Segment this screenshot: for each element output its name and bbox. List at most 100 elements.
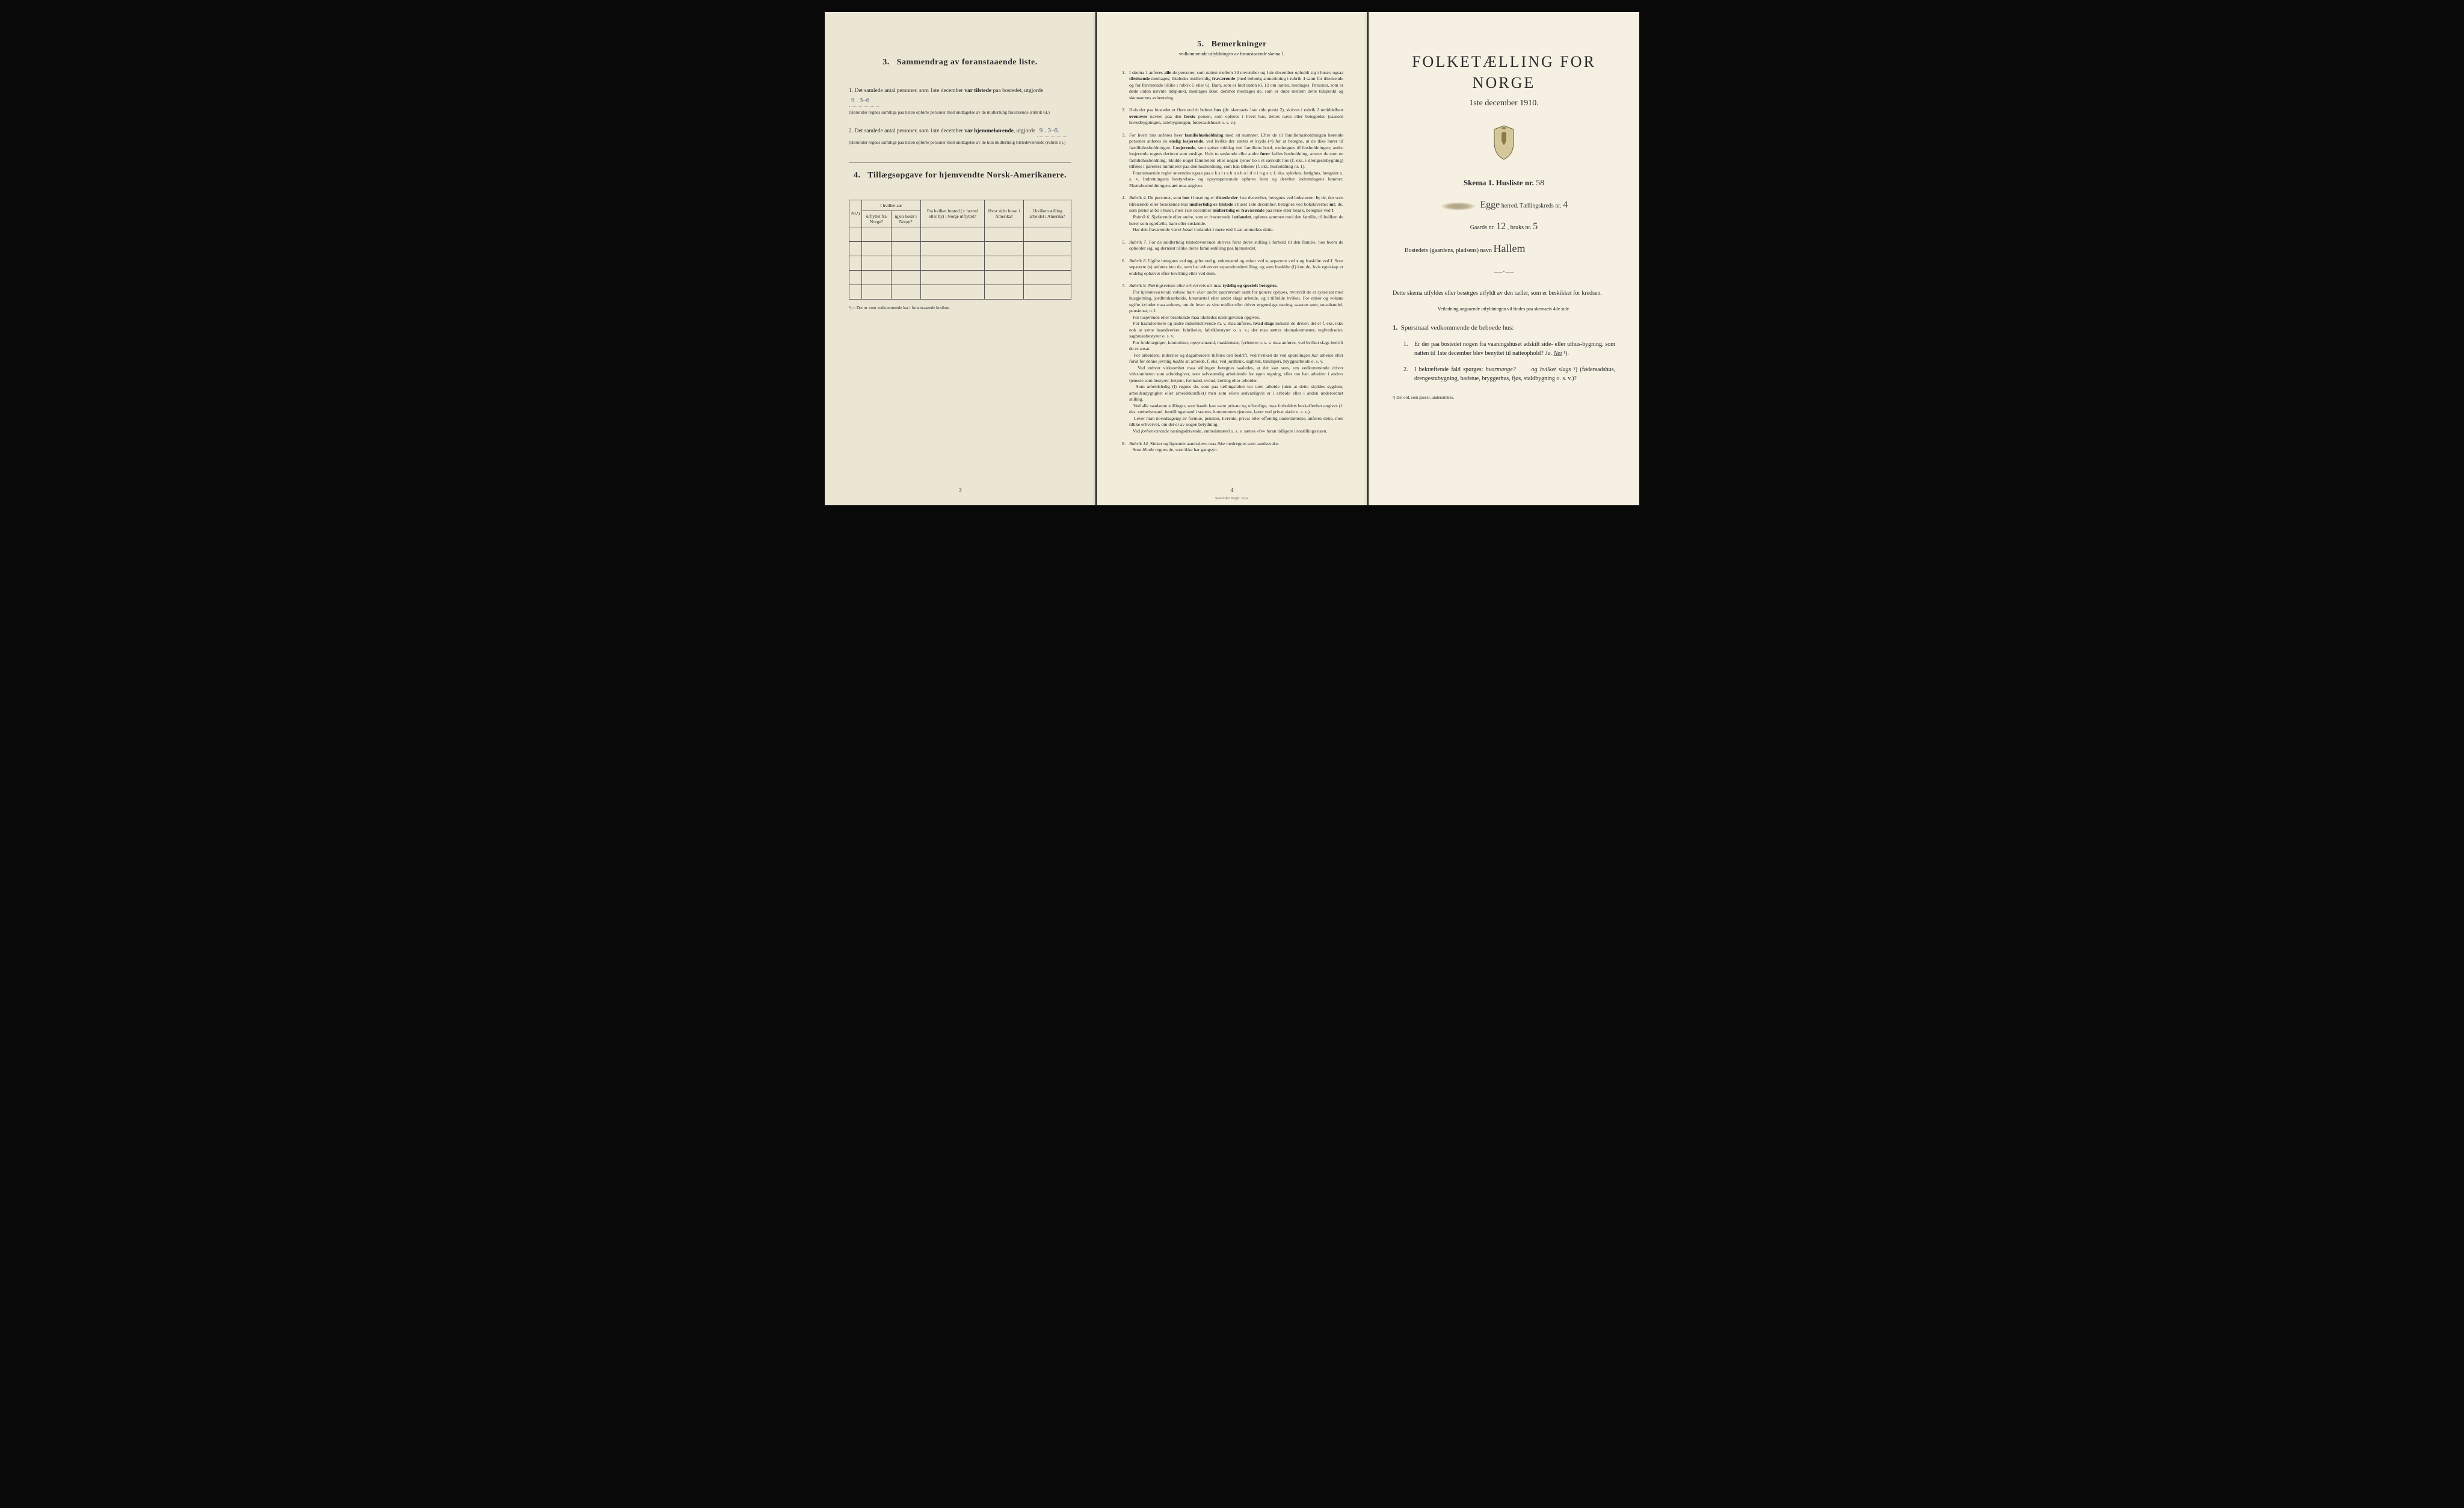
instruction-item: 2.Hvis der paa bostedet er flere end ét … (1121, 107, 1343, 126)
question-heading: 1. Spørsmaal vedkommende de beboede hus: (1393, 324, 1615, 333)
instr-num: 8. (1121, 441, 1129, 454)
instr-num: 7. (1121, 283, 1129, 434)
divider (849, 162, 1071, 163)
kreds-value: 4 (1563, 200, 1568, 210)
col-nr: Nr.¹) (849, 200, 862, 227)
instr-num: 2. (1121, 107, 1129, 126)
section-5-subtitle: vedkommende utfyldningen av foranstaaend… (1121, 51, 1343, 58)
ornament-divider: ―·― (1393, 267, 1615, 279)
document-spread: 3. Sammendrag av foranstaaende liste. 1.… (825, 12, 1639, 505)
col-year-group: I hvilket aar (862, 200, 921, 211)
herred-label: herred. Tællingskreds nr. (1502, 203, 1563, 209)
gaards-label: Gaards nr. (1470, 224, 1497, 231)
instruction-list: 1.I skema 1 anføres alle de personer, so… (1121, 70, 1343, 454)
section-5-title: 5. Bemerkninger (1121, 39, 1343, 51)
q2-num: 2. (1403, 365, 1414, 383)
census-main-title: FOLKETÆLLING FOR NORGE (1393, 51, 1615, 93)
table-footnote: ¹) ɔ: Det nr. som vedkommende har i fora… (849, 306, 1071, 311)
item1-pre: 1. Det samlede antal personer, som 1ste … (849, 88, 964, 94)
table-row (849, 227, 1071, 241)
instr-num: 3. (1121, 132, 1129, 189)
filler-instruction: Dette skema utfyldes eller besørges utfy… (1393, 289, 1615, 298)
bosted-label: Bostedets (gaardens, pladsens) navn (1405, 247, 1493, 254)
col-amerika: Hvor sidst bosat i Amerika? (985, 200, 1024, 227)
q1-num: 1. (1403, 340, 1414, 358)
section-3-number: 3. (882, 58, 890, 67)
instruction-item: 5.Rubrik 7. For de midlertidig tilstedev… (1121, 239, 1343, 252)
instruction-item: 6.Rubrik 8. Ugifte betegnes ved ug, gift… (1121, 258, 1343, 277)
guidance-note: Veiledning angaaende utfyldningen vil fi… (1393, 306, 1615, 313)
col-igjen: igjen bosat i Norge? (891, 211, 920, 227)
husliste-nr: 58 (1536, 179, 1544, 188)
page-1-cover: FOLKETÆLLING FOR NORGE 1ste december 191… (1369, 12, 1639, 505)
page-number-3: 3 (959, 487, 962, 495)
instr-text: Hvis der paa bostedet er flere end ét be… (1129, 107, 1343, 126)
instr-text: For hvert hus anføres hver familiehushol… (1129, 132, 1343, 189)
summary-item-1: 1. Det samlede antal personer, som 1ste … (849, 87, 1071, 115)
instr-text: Rubrik 7. For de midlertidig tilstedevær… (1129, 239, 1343, 252)
ink-smudge (1440, 202, 1476, 211)
col-utflyttet: utflyttet fra Norge? (862, 211, 892, 227)
instruction-item: 8.Rubrik 14. Sinker og lignende aandsslø… (1121, 441, 1343, 454)
section-5-title-text: Bemerkninger (1212, 40, 1267, 49)
instruction-item: 1.I skema 1 anføres alle de personer, so… (1121, 70, 1343, 102)
question-1: 1. Er der paa bostedet nogen fra vaaning… (1403, 340, 1615, 358)
bosted-value: Hallem (1493, 242, 1525, 254)
page-number-4: 4 (1231, 487, 1234, 495)
item2-value: 9 . 3–6. (1037, 126, 1067, 137)
item2-post: , utgjorde (1014, 128, 1037, 134)
instr-num: 5. (1121, 239, 1129, 252)
section-4-title-text: Tillægsopgave for hjemvendte Norsk-Ameri… (867, 171, 1067, 180)
item2-bold: var hjemmehørende (964, 128, 1014, 134)
section-3-title-text: Sammendrag av foranstaaende liste. (897, 58, 1038, 67)
herred-value: Egge (1480, 200, 1500, 210)
item1-post: paa bostedet, utgjorde (991, 88, 1043, 94)
table-body (849, 227, 1071, 299)
question-list: 1. Er der paa bostedet nogen fra vaaning… (1393, 340, 1615, 383)
q-heading-num: 1. (1393, 324, 1397, 331)
col-bosted: Fra hvilket bosted (ɔ: herred eller by) … (920, 200, 984, 227)
table-row (849, 241, 1071, 256)
instr-num: 1. (1121, 70, 1129, 102)
right-footnote: ¹) Det ord, som passer, understrekes. (1393, 395, 1615, 401)
section-4-title: 4. Tillægsopgave for hjemvendte Norsk-Am… (849, 170, 1071, 182)
instr-num: 4. (1121, 195, 1129, 233)
section-5-number: 5. (1197, 40, 1204, 49)
page-4: 5. Bemerkninger vedkommende utfyldningen… (1097, 12, 1367, 505)
col-stilling: I hvilken stilling arbeidet i Amerika? (1024, 200, 1071, 227)
section-4-number: 4. (854, 171, 861, 180)
instr-text: Rubrik 14. Sinker og lignende aandssløve… (1129, 441, 1343, 454)
item2-pre: 2. Det samlede antal personer, som 1ste … (849, 128, 964, 134)
instruction-item: 3.For hvert hus anføres hver familiehush… (1121, 132, 1343, 189)
question-2: 2. I bekræftende fald spørges: hvormange… (1403, 365, 1615, 383)
table-row (849, 270, 1071, 285)
item1-bold: var tilstede (964, 88, 991, 94)
section-3-title: 3. Sammendrag av foranstaaende liste. (849, 57, 1071, 69)
instr-text: Rubrik 4. De personer, som bor i huset o… (1129, 195, 1343, 233)
item2-note: (Herunder regnes samtlige paa listen opf… (849, 140, 1071, 146)
table-row (849, 285, 1071, 299)
skema-label: Skema 1. Husliste nr. (1464, 178, 1534, 187)
instr-text: I skema 1 anføres alle de personer, som … (1129, 70, 1343, 102)
bruks-value: 5 (1533, 221, 1538, 232)
bruks-label: , bruks nr. (1508, 224, 1533, 231)
bosted-row: Bostedets (gaardens, pladsens) navn Hall… (1393, 241, 1615, 256)
item1-value: 9 . 3–6 (849, 96, 879, 107)
herred-row: Egge herred. Tællingskreds nr. 4 (1393, 199, 1615, 212)
gaards-value: 12 (1496, 221, 1506, 232)
census-date: 1ste december 1910. (1393, 98, 1615, 109)
printer-imprint: Steen'ske Bogtr. Kr.a. (1215, 496, 1249, 502)
skema-line: Skema 1. Husliste nr. 58 (1393, 177, 1615, 189)
gaards-row: Gaards nr. 12 , bruks nr. 5 (1393, 220, 1615, 233)
instruction-item: 4.Rubrik 4. De personer, som bor i huset… (1121, 195, 1343, 233)
q-heading-text: Spørsmaal vedkommende de beboede hus: (1401, 324, 1514, 331)
instruction-item: 7.Rubrik 9. Næringsveiens eller erhverve… (1121, 283, 1343, 434)
instr-num: 6. (1121, 258, 1129, 277)
item1-note: (Herunder regnes samtlige paa listen opf… (849, 109, 1071, 115)
q1-text: Er der paa bostedet nogen fra vaaningshu… (1414, 340, 1615, 358)
emigrant-table: Nr.¹) I hvilket aar Fra hvilket bosted (… (849, 200, 1071, 300)
instr-text: Rubrik 8. Ugifte betegnes ved ug, gifte … (1129, 258, 1343, 277)
instr-text: Rubrik 9. Næringsveiens eller erhvervets… (1129, 283, 1343, 434)
table-row (849, 256, 1071, 270)
coat-of-arms-icon (1393, 125, 1615, 162)
